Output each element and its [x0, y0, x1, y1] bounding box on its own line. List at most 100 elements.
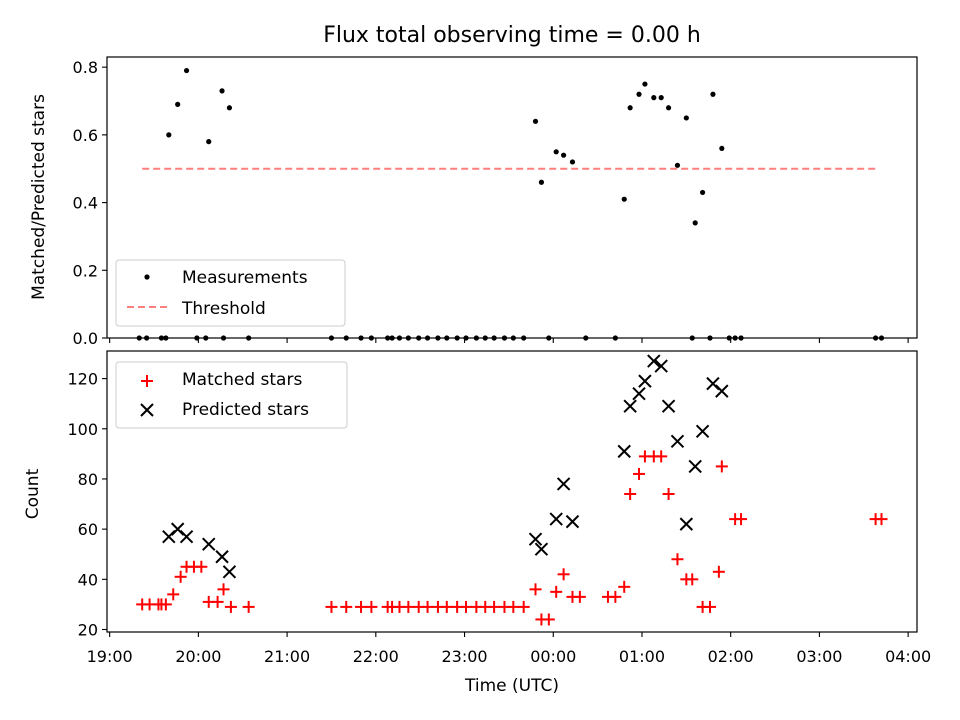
y-tick-label: 80	[78, 470, 98, 489]
matched-stars-point	[488, 600, 501, 613]
matched-stars-point	[167, 588, 180, 601]
matched-stars-point	[712, 565, 725, 578]
y-tick-label: 0.6	[73, 126, 98, 145]
top-x-ticks	[109, 338, 909, 343]
measurement-point	[368, 335, 374, 341]
top-y-axis-label: Matched/Predicted stars	[29, 94, 49, 300]
measurement-point	[144, 335, 150, 341]
matched-stars-point	[174, 570, 187, 583]
x-tick-label: 02:00	[708, 647, 754, 666]
top-legend-box	[115, 259, 346, 327]
top-y-ticks: 0.0 0.2 0.4 0.6 0.8	[73, 58, 107, 348]
measurement-point	[665, 105, 672, 111]
measurement-point	[546, 335, 552, 341]
bottom-y-ticks: 20 40 60 80 100 120	[67, 370, 107, 639]
matched-stars-point	[355, 600, 368, 613]
measurement-point	[385, 335, 391, 341]
measurement-point	[689, 335, 695, 341]
measurement-point	[491, 335, 497, 341]
measurement-point	[732, 335, 738, 341]
matched-stars-point	[703, 600, 716, 613]
predicted-stars-point	[654, 359, 668, 373]
measurement-point	[719, 145, 725, 152]
predicted-stars-point	[661, 399, 676, 413]
measurement-point	[692, 220, 698, 226]
measurement-point	[699, 189, 706, 196]
measurement-point	[473, 335, 479, 341]
x-tick-label: 04:00	[885, 647, 931, 666]
predicted-stars-point	[695, 424, 710, 438]
measurement-point	[683, 115, 689, 121]
predicted-stars-point	[670, 434, 685, 449]
measurement-point	[636, 91, 642, 97]
matched-stars-point	[618, 580, 631, 593]
matched-stars-point	[517, 600, 530, 613]
predicted-stars-point	[549, 512, 563, 526]
measurement-point	[674, 162, 681, 168]
top-marks	[136, 67, 885, 341]
measurement-point	[246, 335, 252, 341]
matched-stars-point	[217, 583, 230, 596]
y-tick-label: 100	[67, 420, 98, 439]
legend-predicted-label: Predicted stars	[182, 400, 309, 420]
matched-stars-point	[715, 460, 728, 473]
chart-title: Flux total observing time = 0.00 h	[323, 23, 701, 48]
x-tick-label: 03:00	[796, 647, 842, 666]
measurement-point	[707, 335, 713, 341]
y-tick-label: 40	[78, 570, 98, 589]
legend-measurements-marker	[144, 274, 150, 280]
legend-matched-label: Matched stars	[182, 370, 302, 390]
measurement-point	[538, 179, 545, 185]
predicted-stars-point	[222, 565, 237, 579]
measurement-point	[454, 335, 460, 341]
measurement-point	[206, 139, 212, 145]
matched-stars-point	[686, 573, 699, 586]
measurement-point	[424, 335, 431, 341]
top-legend: Measurements Threshold	[115, 259, 346, 327]
predicted-stars-point	[202, 537, 216, 551]
measurement-point	[532, 118, 539, 124]
x-axis-label: Time (UTC)	[464, 676, 559, 696]
measurement-point	[878, 335, 885, 341]
measurement-point	[203, 335, 209, 341]
y-tick-label: 60	[78, 520, 98, 539]
bottom-marks	[136, 354, 888, 626]
measurement-point	[183, 67, 190, 74]
legend-matched-marker	[141, 375, 153, 387]
top-panel: 0.00.20.40.60.8 Matched/Predicted stars …	[29, 56, 918, 348]
predicted-stars-point	[528, 532, 543, 546]
measurement-point	[621, 196, 627, 202]
bottom-legend-box	[115, 361, 348, 429]
predicted-stars-point	[715, 384, 729, 398]
matched-stars-point	[507, 600, 520, 613]
measurement-point	[358, 335, 364, 341]
measurement-point	[328, 335, 335, 341]
measurement-point	[521, 335, 527, 341]
matched-stars-point	[633, 467, 646, 480]
measurement-point	[166, 132, 172, 138]
x-tick-label: 22:00	[353, 647, 399, 666]
matched-stars-point	[195, 560, 208, 573]
matched-stars-point	[662, 488, 675, 501]
measurement-point	[396, 335, 403, 341]
matched-stars-point	[550, 585, 563, 598]
matched-stars-point	[242, 600, 255, 613]
measurement-point	[482, 335, 488, 341]
measurement-point	[136, 335, 142, 341]
bottom-x-ticks: 19:00 20:00 21:00 22:00 23:00 00:00 01:00 02:00…	[87, 632, 931, 666]
matched-stars-point	[421, 600, 434, 613]
y-tick-label: 0.4	[73, 194, 98, 213]
y-tick-label: 0.0	[73, 329, 98, 348]
legend-measurements-label: Measurements	[182, 268, 308, 288]
predicted-stars-point	[215, 550, 229, 564]
measurement-point	[343, 335, 349, 341]
matched-stars-point	[325, 600, 338, 613]
matched-stars-point	[440, 600, 453, 613]
x-tick-label: 19:00	[87, 647, 133, 666]
predicted-stars-point	[688, 459, 702, 474]
measurement-point	[175, 101, 181, 107]
legend-predicted-marker	[140, 403, 154, 417]
y-tick-label: 20	[78, 620, 98, 639]
x-tick-label: 23:00	[441, 647, 487, 666]
